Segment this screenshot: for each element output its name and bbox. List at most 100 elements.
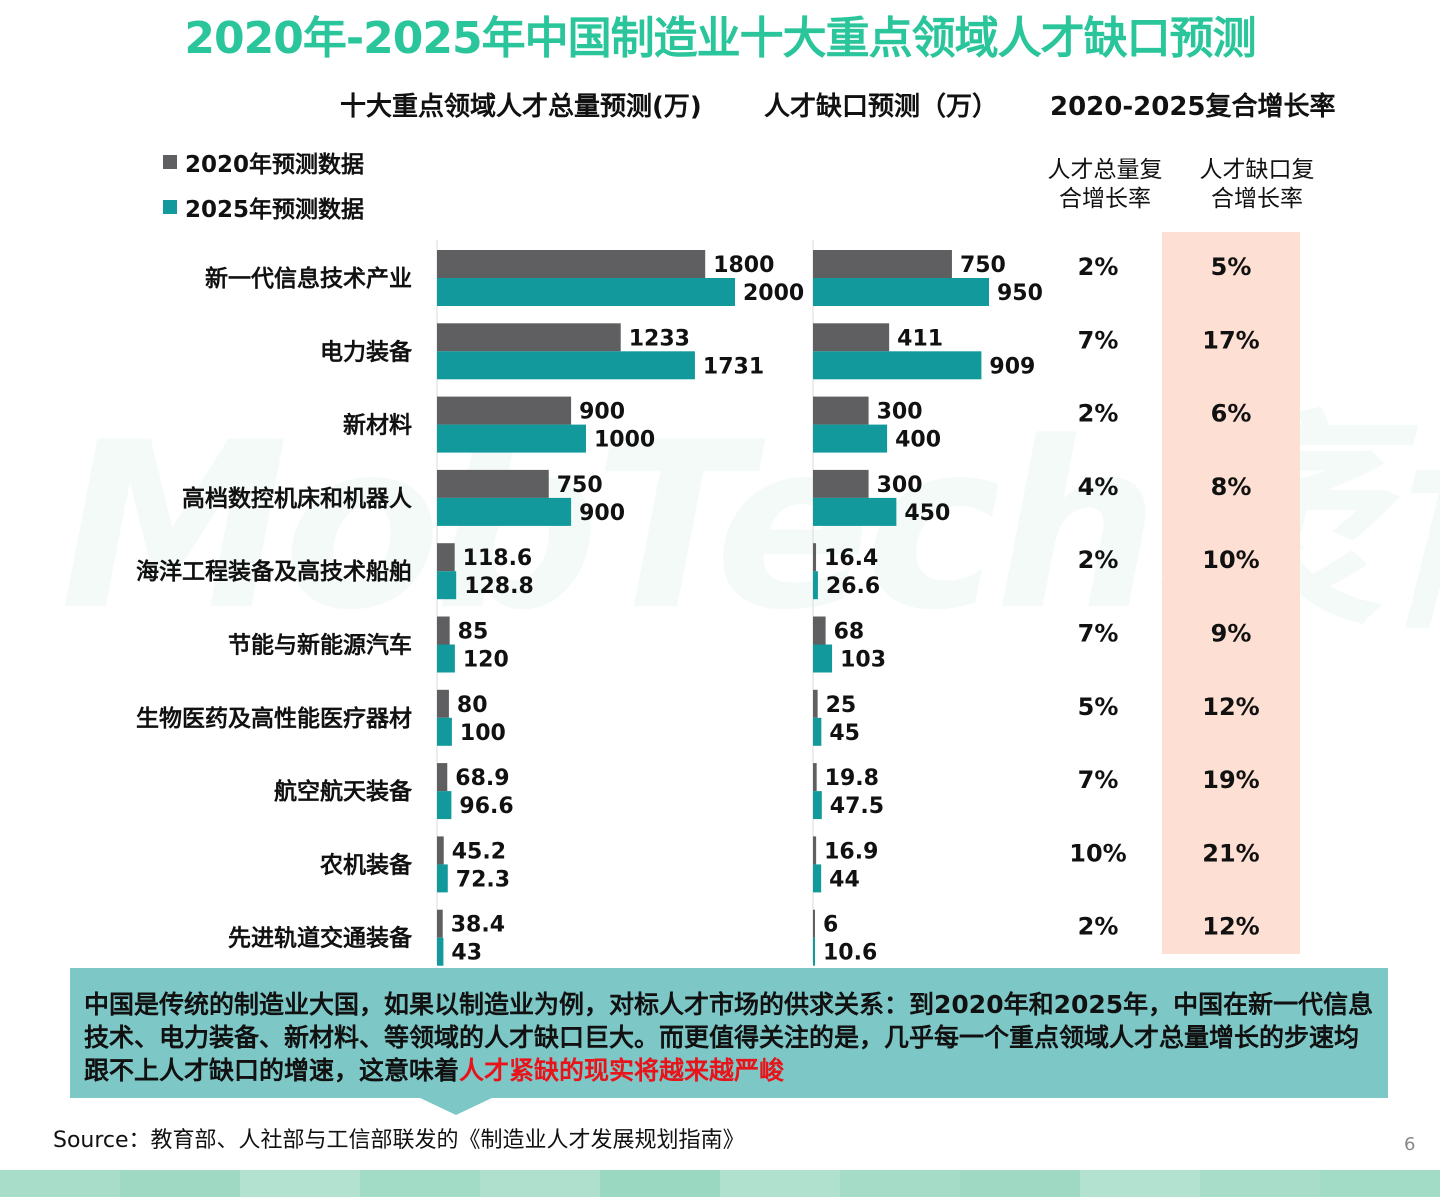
- subheader-gap-cagr: 人才缺口复 合增长率: [1182, 156, 1332, 214]
- category-label: 农机装备: [319, 851, 413, 878]
- bar-2020-gap: [813, 689, 818, 718]
- data-label-2025-total: 72.3: [456, 867, 510, 892]
- bar-2020-gap: [813, 836, 817, 865]
- bar-2025-gap: [813, 278, 989, 306]
- bar-2025-total: [437, 424, 586, 453]
- gap-cagr-highlight-column: [1162, 232, 1300, 954]
- bar-2020-gap: [813, 396, 869, 425]
- bar-2020-total: [437, 689, 449, 718]
- data-label-2020-gap: 25: [826, 693, 857, 718]
- cagr-gap-value: 6%: [1211, 400, 1252, 428]
- data-label-2025-gap: 45: [829, 721, 860, 746]
- data-label-2025-total: 120: [463, 648, 509, 673]
- cagr-gap-value: 5%: [1211, 253, 1252, 281]
- bar-2025-gap: [813, 571, 818, 600]
- category-label: 航空航天装备: [274, 778, 413, 805]
- data-label-2025-total: 128.8: [464, 574, 534, 599]
- cagr-gap-value: 19%: [1202, 766, 1259, 794]
- subheader-total-cagr-line1: 人才总量复: [1047, 157, 1163, 183]
- bar-2020-total: [437, 836, 444, 865]
- bar-2020-gap: [813, 616, 826, 645]
- cagr-total-value: 2%: [1078, 546, 1119, 574]
- data-label-2025-total: 900: [579, 501, 625, 526]
- bar-2025-gap: [813, 864, 822, 893]
- legend-swatch-2025: [163, 200, 177, 214]
- summary-box: 中国是传统的制造业大国，如果以制造业为例，对标人才市场的供求关系：到2020年和…: [70, 968, 1388, 1098]
- data-label-2020-gap: 750: [960, 253, 1006, 278]
- legend-swatch-2020: [163, 155, 177, 169]
- bar-2025-gap: [813, 497, 897, 526]
- header-total: 十大重点领域人才总量预测(万): [340, 92, 702, 122]
- bar-2020-total: [437, 909, 443, 938]
- cagr-total-value: 7%: [1078, 326, 1119, 354]
- bar-2020-gap: [813, 469, 869, 498]
- data-label-2025-total: 1731: [703, 354, 764, 379]
- summary-text: 中国是传统的制造业大国，如果以制造业为例，对标人才市场的供求关系：到2020年和…: [84, 990, 1374, 1085]
- data-label-2020-total: 45.2: [452, 839, 506, 864]
- bar-2020-gap: [813, 763, 817, 792]
- bar-2025-total: [437, 791, 452, 820]
- bar-2020-gap: [813, 250, 952, 278]
- cagr-total-value: 2%: [1078, 400, 1119, 428]
- data-label-2025-gap: 950: [997, 281, 1043, 306]
- summary-callout-tail: [418, 1097, 494, 1115]
- page-title: 2020年-2025年中国制造业十大重点领域人才缺口预测: [184, 13, 1256, 64]
- page-number: 6: [1404, 1134, 1416, 1155]
- data-label-2025-total: 2000: [743, 281, 804, 306]
- legend-label-2020: 2020年预测数据: [185, 152, 365, 178]
- cagr-total-value: 4%: [1078, 473, 1119, 501]
- category-label: 新一代信息技术产业: [205, 265, 412, 292]
- bar-2020-total: [437, 323, 621, 352]
- legend-2020: 2020年预测数据: [163, 145, 364, 179]
- data-label-2025-gap: 909: [989, 354, 1035, 379]
- bar-2025-gap: [813, 717, 822, 746]
- bar-2025-total: [437, 351, 695, 380]
- bar-2025-total: [437, 937, 444, 966]
- data-label-2020-total: 68.9: [455, 766, 509, 791]
- bar-2020-total: [437, 396, 572, 425]
- bar-2020-gap: [813, 543, 817, 572]
- category-label: 海洋工程装备及高技术船舶: [136, 558, 412, 585]
- bar-2025-gap: [813, 644, 833, 673]
- data-label-2020-gap: 16.9: [824, 839, 878, 864]
- cagr-gap-value: 21%: [1202, 839, 1259, 867]
- data-label-2025-gap: 26.6: [826, 574, 880, 599]
- legend-2025: 2025年预测数据: [163, 190, 364, 224]
- data-label-2020-total: 750: [557, 473, 603, 498]
- header-gap: 人才缺口预测（万）: [764, 92, 999, 122]
- data-label-2025-total: 96.6: [459, 794, 513, 819]
- cagr-total-value: 2%: [1078, 913, 1119, 941]
- data-label-2025-gap: 47.5: [830, 794, 884, 819]
- subheader-gap-cagr-line2: 合增长率: [1211, 186, 1303, 212]
- bar-2020-total: [437, 616, 450, 645]
- bar-2020-gap: [813, 909, 815, 938]
- data-label-2025-total: 1000: [594, 428, 655, 453]
- category-label: 高档数控机床和机器人: [182, 485, 413, 512]
- bar-2025-total: [437, 497, 572, 526]
- summary-highlight: 人才紧缺的现实将越来越严峻: [459, 1056, 785, 1085]
- data-label-2020-total: 900: [579, 400, 625, 425]
- data-label-2025-total: 100: [460, 721, 506, 746]
- bar-2025-gap: [813, 424, 888, 453]
- cagr-total-value: 7%: [1078, 766, 1119, 794]
- header-cagr: 2020-2025复合增长率: [1050, 92, 1336, 122]
- bar-chart: 新一代信息技术产业 1800 2000 750 950 2% 5% 电力装备 1233 1731 4…: [136, 240, 1260, 966]
- category-label: 生物医药及高性能医疗器材: [136, 705, 412, 732]
- bar-2025-gap: [813, 791, 822, 820]
- source-note: Source：教育部、人社部与工信部联发的《制造业人才发展规划指南》: [53, 1128, 745, 1153]
- subheader-total-cagr-line2: 合增长率: [1059, 186, 1151, 212]
- data-label-2020-gap: 300: [877, 400, 923, 425]
- bar-2025-gap: [813, 351, 982, 380]
- data-label-2020-total: 1800: [713, 253, 774, 278]
- cagr-gap-value: 8%: [1211, 473, 1252, 501]
- data-label-2020-gap: 411: [897, 326, 943, 351]
- category-label: 新材料: [343, 412, 412, 439]
- data-label-2020-total: 85: [458, 620, 489, 645]
- data-label-2020-total: 80: [457, 693, 488, 718]
- bar-2025-gap: [813, 937, 815, 966]
- data-label-2025-gap: 400: [895, 428, 941, 453]
- data-label-2025-gap: 10.6: [823, 941, 877, 966]
- data-label-2020-gap: 16.4: [824, 546, 878, 571]
- bottom-decor-band: [0, 1170, 1440, 1197]
- bar-2020-total: [437, 763, 448, 792]
